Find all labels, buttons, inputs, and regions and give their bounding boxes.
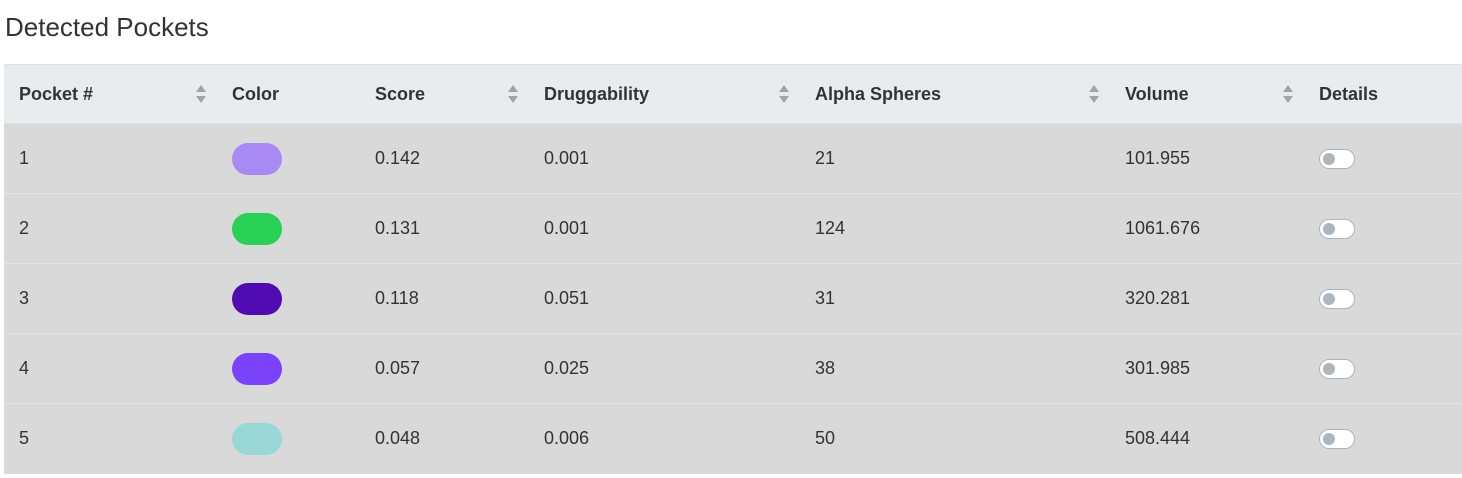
cell-pocket: 1 [19, 148, 30, 168]
table-row: 2 0.131 0.001 124 1061.676 [4, 193, 1462, 264]
toggle-knob [1323, 293, 1335, 306]
column-header-druggability[interactable]: Druggability [529, 64, 800, 124]
cell-volume: 101.955 [1125, 148, 1191, 168]
column-header-details: Details [1304, 64, 1462, 124]
pocket-color-swatch [232, 282, 282, 315]
toggle-knob [1323, 223, 1335, 236]
cell-alpha-spheres: 124 [815, 218, 846, 238]
table-row: 3 0.118 0.051 31 320.281 [4, 263, 1462, 334]
column-header-alpha-spheres[interactable]: Alpha Spheres [800, 64, 1110, 124]
cell-pocket: 4 [19, 358, 30, 378]
pocket-color-swatch [232, 212, 282, 245]
sort-both-icon[interactable] [1088, 84, 1100, 104]
page-title: Detected Pockets [5, 12, 209, 42]
cell-volume: 1061.676 [1125, 218, 1201, 238]
sort-both-icon[interactable] [195, 84, 207, 104]
cell-score: 0.048 [375, 428, 421, 449]
toggle-knob [1323, 153, 1335, 166]
details-toggle[interactable] [1319, 289, 1355, 310]
details-cell [1304, 334, 1462, 404]
column-header-label: Score [375, 83, 426, 104]
toggle-knob [1323, 433, 1335, 446]
cell-score: 0.057 [375, 358, 421, 378]
cell-druggability: 0.001 [544, 148, 590, 168]
color-cell [217, 264, 360, 334]
color-cell [217, 194, 360, 264]
details-cell [1304, 404, 1462, 474]
cell-alpha-spheres: 21 [815, 148, 836, 168]
cell-score: 0.142 [375, 148, 421, 168]
table-header: Pocket # Color Score Druggability Alpha Sphe… [4, 64, 1462, 124]
pockets-table-container: Pocket # Color Score Druggability Alpha Sphe… [4, 64, 1462, 474]
sort-both-icon[interactable] [778, 84, 790, 104]
cell-score: 0.131 [375, 218, 421, 238]
column-header-label: Pocket # [19, 83, 94, 104]
sort-both-icon[interactable] [507, 84, 519, 104]
table-body: 1 0.142 0.001 21 101.955 2 0.131 0.001 124 1061.6… [4, 123, 1462, 474]
cell-druggability: 0.001 [544, 218, 590, 238]
cell-alpha-spheres: 50 [815, 428, 836, 449]
column-header-label: Druggability [544, 83, 650, 104]
details-toggle[interactable] [1319, 149, 1355, 170]
cell-volume: 320.281 [1125, 288, 1191, 308]
cell-pocket: 2 [19, 218, 30, 238]
color-cell [217, 124, 360, 194]
cell-alpha-spheres: 31 [815, 288, 836, 308]
column-header-volume[interactable]: Volume [1110, 64, 1304, 124]
cell-volume: 301.985 [1125, 358, 1191, 378]
details-toggle[interactable] [1319, 219, 1355, 240]
column-header-label: Alpha Spheres [815, 83, 942, 104]
cell-volume: 508.444 [1125, 428, 1191, 449]
cell-pocket: 5 [19, 428, 30, 449]
pocket-color-swatch [232, 142, 282, 175]
sort-both-icon[interactable] [1282, 84, 1294, 104]
pockets-table: Pocket # Color Score Druggability Alpha Sphe… [4, 64, 1462, 474]
column-header-color: Color [217, 64, 360, 124]
details-toggle[interactable] [1319, 429, 1355, 450]
column-header-label: Volume [1125, 83, 1189, 104]
color-cell [217, 404, 360, 474]
column-header-label: Color [232, 83, 279, 104]
column-header-label: Details [1319, 83, 1379, 104]
color-cell [217, 334, 360, 404]
toggle-knob [1323, 363, 1335, 376]
cell-score: 0.118 [375, 288, 419, 308]
details-toggle[interactable] [1319, 359, 1355, 380]
column-header-pocket[interactable]: Pocket # [4, 64, 217, 124]
column-header-score[interactable]: Score [360, 64, 529, 124]
table-row: 4 0.057 0.025 38 301.985 [4, 333, 1462, 404]
pocket-color-swatch [232, 352, 282, 385]
cell-pocket: 3 [19, 288, 30, 308]
pocket-color-swatch [232, 422, 282, 455]
details-cell [1304, 194, 1462, 264]
cell-druggability: 0.006 [544, 428, 590, 449]
details-cell [1304, 264, 1462, 334]
details-cell [1304, 124, 1462, 194]
cell-druggability: 0.051 [544, 288, 590, 308]
cell-druggability: 0.025 [544, 358, 590, 378]
table-row: 5 0.048 0.006 50 508.444 [4, 403, 1462, 474]
cell-alpha-spheres: 38 [815, 358, 836, 378]
table-header-row: Pocket # Color Score Druggability Alpha Sphe… [4, 64, 1462, 124]
table-row: 1 0.142 0.001 21 101.955 [4, 123, 1462, 194]
